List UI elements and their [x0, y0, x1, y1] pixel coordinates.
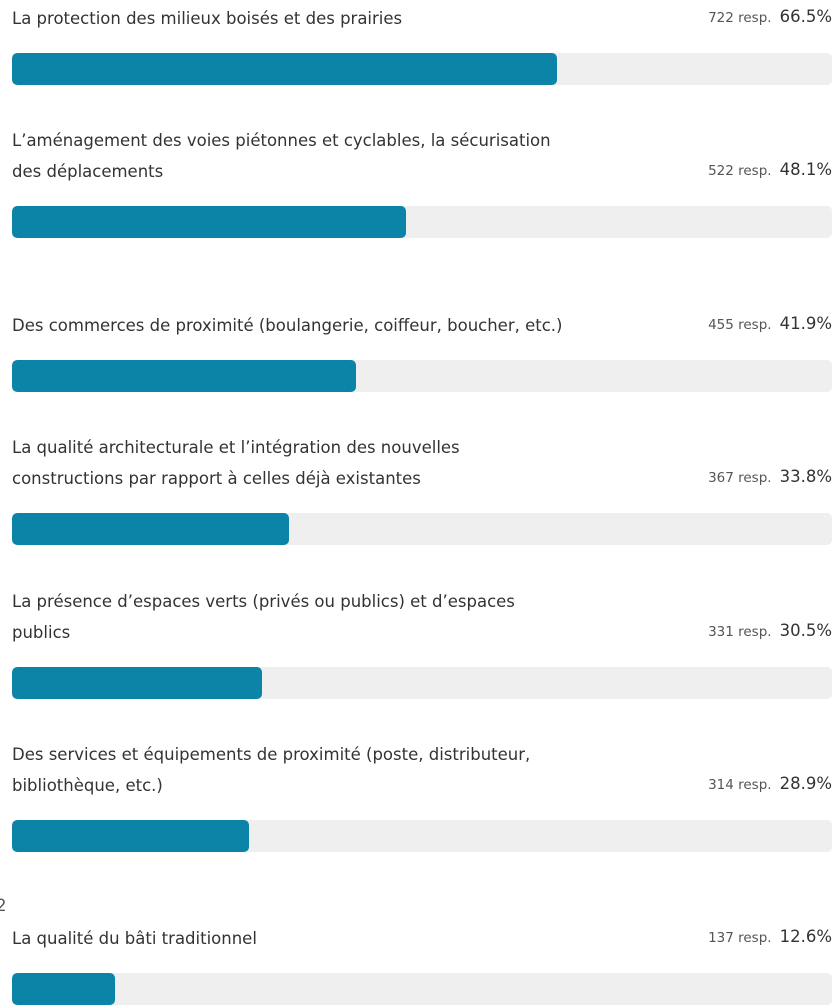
bar-track [12, 820, 832, 852]
row: L’aménagement des voies piétonnes et cyc… [12, 67, 832, 187]
response-count: 455 resp. [708, 316, 772, 333]
percentage: 66.5% [779, 7, 832, 26]
bar-track [12, 53, 832, 85]
edge-text: 2 [0, 896, 7, 915]
row: La qualité du bâti traditionnel 137 resp.… [12, 834, 832, 954]
response-count: 367 resp. [708, 470, 772, 487]
stats: 331 resp. 30.5% [708, 615, 832, 648]
stats: 367 resp. 33.8% [708, 461, 832, 494]
percentage: 33.8% [779, 467, 832, 487]
row: La protection des milieux boisés et des … [12, 0, 832, 34]
bar [12, 666, 263, 699]
bar-track [12, 513, 832, 546]
percentage: 28.9% [779, 774, 832, 793]
bar [12, 973, 116, 1005]
response-count: 331 resp. [708, 623, 772, 640]
row: La présence d’espaces verts (privés ou p… [12, 528, 832, 648]
option-label: La protection des milieux boisés et des … [12, 9, 403, 28]
bar [12, 206, 407, 239]
option-label: La qualité du bâti traditionnel [12, 929, 257, 949]
option-label: Des commerces de proximité (boulangerie,… [12, 315, 563, 335]
option-label: La présence d’espaces verts (privés ou p… [12, 591, 515, 642]
bar-track [12, 973, 832, 1005]
bar-track [12, 206, 832, 239]
row: Des commerces de proximité (boulangerie,… [12, 221, 832, 341]
row: La qualité architecturale et l’intégrati… [12, 374, 832, 494]
response-count: 522 resp. [708, 163, 772, 180]
stats: 522 resp. 48.1% [708, 154, 832, 187]
option-label: L’aménagement des voies piétonnes et cyc… [12, 131, 551, 182]
bar [12, 820, 249, 852]
percentage: 41.9% [779, 313, 832, 333]
option-label: La qualité architecturale et l’intégrati… [12, 438, 460, 489]
stats: 455 resp. 41.9% [708, 308, 832, 341]
percentage: 48.1% [779, 160, 832, 180]
bar [12, 513, 290, 546]
stats: 137 resp. 12.6% [708, 921, 832, 954]
response-count: 314 resp. [708, 777, 772, 793]
percentage: 12.6% [779, 927, 832, 947]
percentage: 30.5% [779, 620, 832, 640]
bar-track [12, 666, 832, 699]
response-count: 722 resp. [708, 10, 772, 26]
row: Des services et équipements de proximité… [12, 681, 832, 801]
stats: 722 resp. 66.5% [708, 1, 832, 34]
option-label: Des services et équipements de proximité… [12, 745, 531, 795]
bar [12, 359, 356, 392]
bar [12, 53, 558, 85]
response-count: 137 resp. [708, 930, 772, 947]
bar-track [12, 359, 832, 392]
stats: 314 resp. 28.9% [708, 768, 832, 801]
